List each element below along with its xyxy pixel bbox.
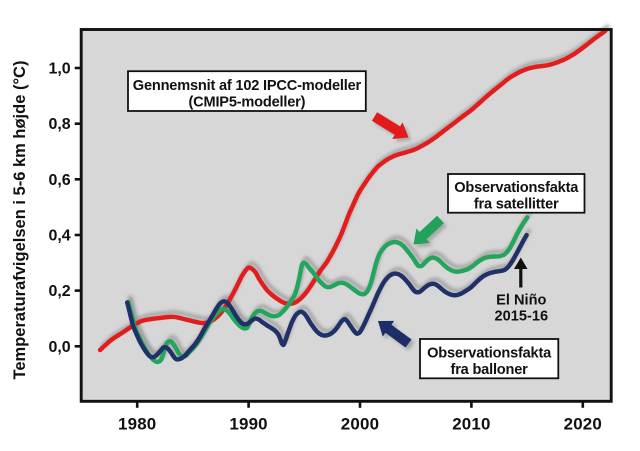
svg-text:fra balloner: fra balloner [451,362,529,378]
svg-text:1990: 1990 [229,415,267,434]
svg-text:Temperaturafvigelsen i 5-6 km: Temperaturafvigelsen i 5-6 km højde (°C) [11,61,29,380]
svg-text:(CMIP5-modeller): (CMIP5-modeller) [188,94,305,110]
svg-text:0,0: 0,0 [48,339,70,356]
svg-text:Gennemsnit af 102 IPCC-modelle: Gennemsnit af 102 IPCC-modeller [133,78,362,94]
svg-text:2015-16: 2015-16 [495,309,549,325]
svg-text:El Niño: El Niño [496,293,546,309]
svg-text:2020: 2020 [564,415,602,434]
svg-text:Observationsfakta: Observationsfakta [454,180,579,196]
svg-text:0,6: 0,6 [48,172,70,189]
svg-text:1980: 1980 [118,415,156,434]
svg-text:0,8: 0,8 [48,116,70,133]
svg-text:2010: 2010 [452,415,490,434]
svg-text:2000: 2000 [341,415,379,434]
svg-text:0,2: 0,2 [48,283,70,300]
svg-text:Observationsfakta: Observationsfakta [427,346,552,362]
svg-text:1,0: 1,0 [48,61,70,78]
svg-text:0,4: 0,4 [48,228,70,245]
svg-text:fra satellitter: fra satellitter [474,197,559,213]
